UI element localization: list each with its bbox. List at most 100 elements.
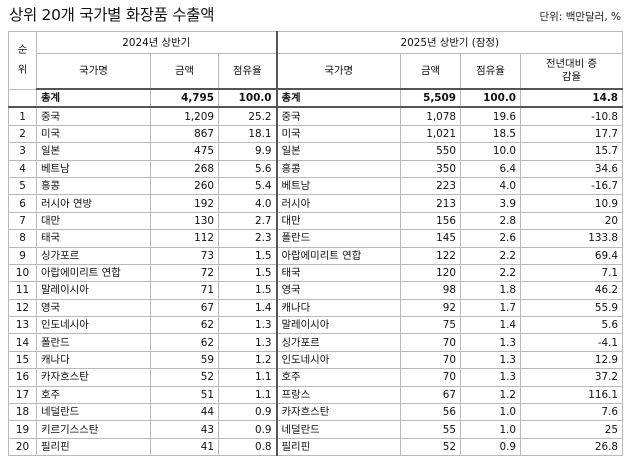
country-2025: 미국 [275,124,401,144]
rank-cell: 19 [8,420,37,439]
country-2025: 말레이시아 [275,316,401,335]
share-2025: 1.3 [460,368,521,387]
country-2025: 대만 [275,211,401,231]
table-row: 1 중국 1,209 25.2 중국 1,078 19.6 -10.8 [8,106,624,126]
share-2024: 1.3 [218,316,277,335]
share-2024: 1.1 [218,368,277,387]
amount-2024: 475 [150,142,219,161]
country-2024: 미국 [36,124,151,144]
share-2025: 1.0 [460,403,521,422]
amount-2024: 52 [150,368,219,387]
rank-cell: 10 [8,263,37,283]
share-2025: 1.3 [460,350,521,370]
share-2025: 2.2 [460,246,521,265]
amount-2025: 1,078 [400,106,461,126]
change-rate: -10.8 [519,106,624,126]
share-2025: 19.6 [460,106,521,126]
change-rate: 46.2 [519,281,624,300]
amount-2025: 70 [400,333,461,352]
rank-cell: 3 [8,142,37,161]
total-share-2024: 100.0 [218,88,277,109]
country-2024: 베트남 [36,159,151,178]
amount-2025: 122 [400,246,461,265]
change-rate: 69.4 [519,246,624,265]
country-2025: 일본 [275,142,401,161]
country-2024: 말레이시아 [36,281,151,300]
country-header-2025: 국가명 [275,53,401,90]
change-rate: 12.9 [519,350,624,370]
table-row: 8 태국 112 2.3 폴란드 145 2.6 133.8 [8,229,624,248]
total-change: 14.8 [519,88,624,109]
country-2024: 대만 [36,211,151,231]
country-2024: 필리핀 [36,437,151,457]
country-2024: 태국 [36,229,151,248]
amount-2025: 92 [400,298,461,318]
country-2024: 인도네시아 [36,316,151,335]
share-2025: 1.3 [460,333,521,352]
rank-cell: 6 [8,194,37,213]
table-row: 16 카자흐스탄 52 1.1 호주 70 1.3 37.2 [8,368,624,387]
amount-2025: 56 [400,403,461,422]
share-2025: 2.2 [460,263,521,283]
rank-cell: 20 [8,437,37,457]
rank-cell: 1 [8,106,37,126]
amount-2025: 75 [400,316,461,335]
amount-2025: 55 [400,420,461,439]
country-2025: 캐나다 [275,298,401,318]
share-2024: 5.4 [218,176,277,196]
total-label-2024: 총계 [36,88,151,109]
amount-header-2025: 금액 [400,53,461,90]
period-2025-header: 2025년 상반기 (잠정) [275,31,624,54]
amount-2024: 41 [150,437,219,457]
change-rate: 37.2 [519,368,624,387]
table-row: 19 키르기스스탄 43 0.9 네덜란드 55 1.0 25 [8,420,624,439]
table-row: 11 말레이시아 71 1.5 영국 98 1.8 46.2 [8,281,624,300]
amount-2025: 98 [400,281,461,300]
share-2025: 10.0 [460,142,521,161]
share-2024: 1.1 [218,385,277,405]
table-row: 10 아랍에미리트 연합 72 1.5 태국 120 2.2 7.1 [8,263,624,283]
country-2025: 영국 [275,281,401,300]
country-2025: 중국 [275,106,401,126]
rank-cell: 9 [8,246,37,265]
change-rate: 25 [519,420,624,439]
share-2025: 1.4 [460,316,521,335]
amount-2024: 268 [150,159,219,178]
amount-2024: 71 [150,281,219,300]
share-2024: 0.9 [218,403,277,422]
country-2025: 프랑스 [275,385,401,405]
change-rate: 17.7 [519,124,624,144]
table-row: 5 홍콩 260 5.4 베트남 223 4.0 -16.7 [8,176,624,196]
share-2025: 1.7 [460,298,521,318]
amount-2025: 120 [400,263,461,283]
share-2024: 2.7 [218,211,277,231]
share-2025: 2.8 [460,211,521,231]
header-row-columns: 국가명 금액 점유율 국가명 금액 점유율 전년대비 증감율 [9,53,624,90]
share-2024: 25.2 [218,106,277,126]
rank-cell: 16 [8,368,37,387]
country-2025: 필리핀 [275,437,401,457]
rank-cell: 15 [8,350,37,370]
amount-2024: 67 [150,298,219,318]
table-row: 7 대만 130 2.7 대만 156 2.8 20 [8,211,624,231]
share-2025: 1.8 [460,281,521,300]
amount-header-2024: 금액 [150,53,219,90]
country-2025: 싱가포르 [275,333,401,352]
share-2024: 2.3 [218,229,277,248]
amount-2025: 145 [400,229,461,248]
amount-2024: 43 [150,420,219,439]
change-header-label: 전년대비 증감율 [545,58,598,83]
share-2025: 0.9 [460,437,521,457]
country-2024: 키르기스스탄 [36,420,151,439]
amount-2024: 62 [150,333,219,352]
amount-2024: 1,209 [150,106,219,126]
change-rate: 55.9 [519,298,624,318]
rank-header-label: 순위 [17,44,28,77]
change-rate: 10.9 [519,194,624,213]
change-rate: -4.1 [519,333,624,352]
rank-cell: 14 [8,333,37,352]
share-2024: 1.5 [218,246,277,265]
rank-cell: 18 [8,403,37,422]
country-2025: 아랍에미리트 연합 [275,246,401,265]
change-rate: 7.6 [519,403,624,422]
